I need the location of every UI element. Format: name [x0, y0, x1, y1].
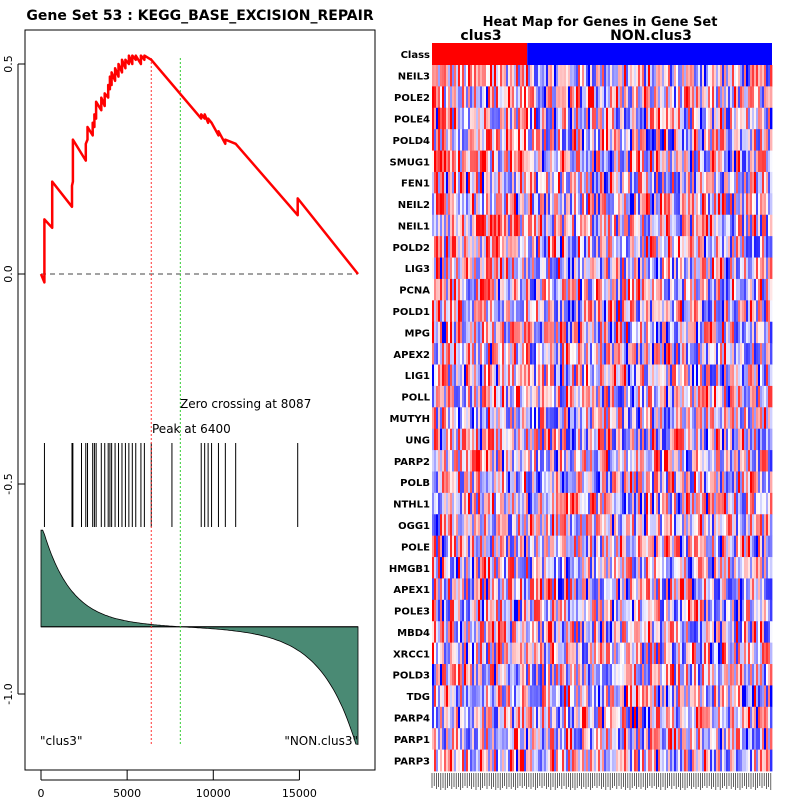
heatmap-cell: [770, 557, 772, 579]
x-tick-label: 5000: [113, 787, 141, 800]
gsea-panel: Gene Set 53 : KEGG_BASE_EXCISION_REPAIR …: [2, 8, 375, 800]
heatmap-cell: [770, 322, 772, 344]
heatmap-cell: [770, 643, 772, 665]
heatmap-row: [432, 129, 772, 151]
class-label-non-clus3: NON.clus3: [610, 28, 692, 44]
heatmap-row: [432, 578, 772, 600]
zero-crossing-label: Zero crossing at 8087: [180, 397, 311, 411]
class-header: Class: [401, 50, 430, 61]
heatmap-cells: [432, 65, 772, 771]
heatmap-cell: [770, 493, 772, 515]
x-tick-label: 10000: [196, 787, 231, 800]
heatmap-row: [432, 236, 772, 258]
class-bar-clus3: [432, 43, 527, 65]
heatmap-row: [432, 600, 772, 622]
heatmap-row: [432, 343, 772, 365]
heatmap-row: [432, 514, 772, 536]
heatmap-cell: [770, 365, 772, 387]
heatmap-cell: [770, 407, 772, 429]
heatmap-row: [432, 258, 772, 280]
ranked-metric-fill: [41, 530, 358, 744]
class-label-clus3: clus3: [460, 28, 501, 44]
x-tick-label: 0: [38, 787, 45, 800]
heatmap-cell: [770, 343, 772, 365]
heatmap-cell: [770, 450, 772, 472]
y-tick-label: 0.0: [2, 265, 15, 283]
heatmap-cell: [770, 193, 772, 215]
heatmap-cell: [770, 536, 772, 558]
heatmap-row: [432, 471, 772, 493]
heatmap-cell: [770, 172, 772, 194]
running-es-curve: [41, 56, 358, 283]
heatmap-row: [432, 365, 772, 387]
heatmap-cell: [770, 429, 772, 451]
heatmap-row: [432, 450, 772, 472]
y-tick-label: 0.5: [2, 55, 15, 73]
heatmap-cell: [770, 300, 772, 322]
heatmap-row: [432, 172, 772, 194]
heatmap-row: [432, 621, 772, 643]
heatmap-cell: [770, 86, 772, 108]
heatmap-row: [432, 429, 772, 451]
heatmap-cell: [770, 108, 772, 130]
heatmap-row: [432, 300, 772, 322]
heatmap-row: [432, 108, 772, 130]
heatmap-row: [432, 643, 772, 665]
heatmap-cell: [770, 578, 772, 600]
y-tick-label: -1.0: [2, 683, 15, 704]
heatmap-cell: [770, 279, 772, 301]
heatmap-cell: [770, 621, 772, 643]
heatmap-row: [432, 193, 772, 215]
gsea-title: Gene Set 53 : KEGG_BASE_EXCISION_REPAIR: [26, 8, 373, 24]
heatmap-cell: [770, 258, 772, 280]
heatmap-row: [432, 322, 772, 344]
heatmap-row: [432, 493, 772, 515]
heatmap-row: [432, 151, 772, 173]
heatmap-row: [432, 279, 772, 301]
heatmap-cell: [770, 129, 772, 151]
heatmap-row: [432, 664, 772, 686]
heatmap-row: [432, 536, 772, 558]
heatmap-cell: [770, 151, 772, 173]
es-curve-line: [41, 56, 358, 283]
heatmap-cell: [770, 65, 772, 87]
heatmap-row: [432, 65, 772, 87]
class-bar-non-clus3: [527, 43, 772, 65]
heatmap-cell: [770, 236, 772, 258]
peak-label: Peak at 6400: [152, 422, 231, 436]
left-class-label: "clus3": [40, 734, 82, 748]
heatmap-row: [432, 407, 772, 429]
heatmap-panel: Heat Map for Genes in Gene Set clus3 NON…: [389, 15, 773, 790]
heatmap-cell: [770, 600, 772, 622]
heatmap-cell: [770, 514, 772, 536]
heatmap-row: [432, 86, 772, 108]
x-tick-label: 15000: [282, 787, 317, 800]
heatmap-row: [432, 386, 772, 408]
right-class-label: "NON.clus3": [284, 734, 358, 748]
heatmap-cell: [770, 215, 772, 237]
hit-ticks: [44, 443, 297, 527]
heatmap-row: [432, 557, 772, 579]
heatmap-row: [432, 215, 772, 237]
ranked-metric-area: [41, 530, 358, 744]
y-tick-label: -0.5: [2, 473, 15, 494]
heatmap-cell: [770, 471, 772, 493]
heatmap-cell: [770, 386, 772, 408]
